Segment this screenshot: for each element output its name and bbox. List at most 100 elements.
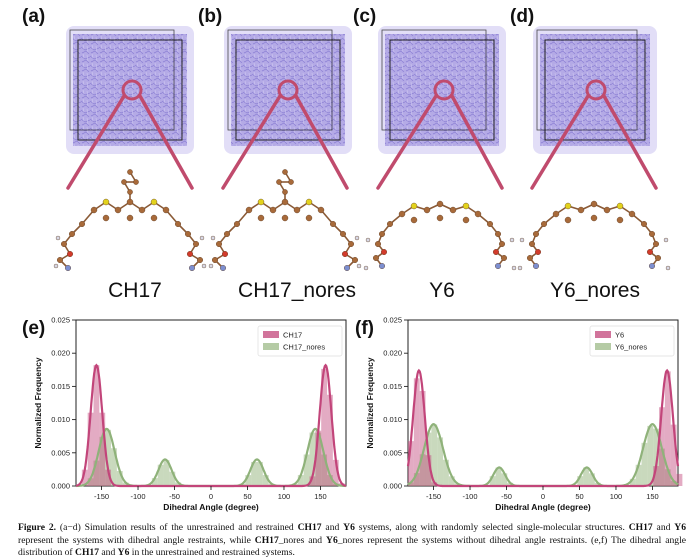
y-tick-label: 0.025 [383,316,402,325]
histogram-bar [495,467,502,486]
histogram-bar [87,478,94,486]
histogram-bar [489,476,496,486]
histogram-bar [245,475,252,486]
dihedral-chart-f: -150 -100 -50 0 50 100 150 0.000 0.005 0.010 0.015… [365,316,683,512]
histogram-CH17_nores [87,429,339,486]
histogram-bar [163,460,170,486]
x-tick-label: 100 [278,492,291,501]
figure-caption: Figure 2. (a−d) Simulation results of th… [18,522,687,558]
x-tick-label: -100 [463,492,478,501]
histogram-bar [111,448,117,486]
histogram-bar [122,482,129,486]
x-axis-label: Dihedral Angle (degree) [495,502,591,512]
histogram-bar [664,469,671,486]
panel-letter-a: (a) [22,6,46,27]
y-tick-label: 0.020 [51,349,70,358]
molecule-structure [208,169,362,272]
y-axis-label: Normalized Frequency [33,357,43,448]
histogram-bar [653,428,660,486]
histogram-bar [507,482,514,486]
chart-legend: Y6 Y6_nores [589,325,675,357]
legend-swatch [595,331,611,338]
histogram-bar [431,424,438,486]
histogram-bar [670,480,677,486]
simulation-box [376,26,506,190]
panel-letter-c: (c) [353,6,377,27]
histogram-bar [664,371,671,486]
histogram-bar [443,459,449,486]
legend-entry: Y6_nores [615,343,647,352]
histogram-bar [251,461,257,486]
histogram-bar [594,482,601,486]
histogram-bar [408,441,414,486]
x-axis-label: Dihedral Angle (degree) [163,502,259,512]
y-tick-label: 0.005 [51,448,70,457]
histogram-bar [151,478,158,486]
histogram-bar [583,467,589,486]
legend-swatch [263,343,279,350]
simulation-box [530,26,658,190]
axis-ticks: -150 -100 -50 0 50 100 150 0.000 0.005 0.010 0.015… [383,316,658,502]
histogram-bar [309,476,316,486]
histogram-bar [81,469,88,486]
legend-entry: CH17 [283,331,302,340]
molecule-structure [363,200,517,271]
histogram-bar [419,454,426,486]
legend-entry: Y6 [615,331,624,340]
molecule-structure [53,169,207,272]
histogram-bar [629,478,636,486]
system-label-y6-nores: Y6_nores [550,279,640,302]
y-tick-label: 0.025 [51,316,70,325]
histogram-bar [297,475,304,486]
simulation-boxes [53,26,671,272]
y-tick-label: 0.020 [383,349,402,358]
x-tick-label: 50 [575,492,583,501]
system-label-ch17-nores: CH17_nores [238,279,356,302]
histogram-bar [408,482,414,486]
legend-entry: CH17_nores [283,343,325,352]
histogram-bar [419,390,426,486]
histogram-bar [116,471,123,486]
histogram-bar [256,461,263,486]
x-tick-label: 0 [209,492,213,501]
x-tick-label: 50 [243,492,251,501]
panel-letter-d: (d) [510,6,535,27]
histogram-bar [635,464,642,486]
x-tick-label: 0 [541,492,545,501]
histogram-bar [327,394,333,486]
y-tick-label: 0.015 [51,382,70,391]
panel-letter-f: (f) [355,318,374,339]
histogram-bar [169,471,176,486]
y-tick-label: 0.000 [51,482,70,491]
molecule-structure [517,200,671,271]
histogram-bar [321,454,328,486]
histogram-bar [501,473,508,486]
y-axis-label: Normalized Frequency [365,357,375,448]
histogram-bar [647,425,654,486]
histogram-bar [413,378,420,486]
histogram-bar [262,475,269,486]
caption-label: Figure 2. [18,522,57,533]
chart-legend: CH17 CH17_nores [257,325,343,357]
histogram-bar [93,365,100,486]
histogram-CH17 [81,365,345,486]
legend-swatch [595,343,611,350]
y-tick-label: 0.010 [51,415,70,424]
x-tick-label: -50 [169,492,180,501]
y-tick-label: 0.005 [383,448,402,457]
histogram-bar [653,466,660,486]
histogram-bar [315,432,322,486]
histogram-bar [157,464,164,486]
histogram-bar [588,473,595,486]
histogram-bar [99,412,106,486]
histogram-bar [309,432,316,486]
x-tick-label: -50 [501,492,512,501]
histogram-bar [448,476,455,486]
histogram-bar [332,459,339,486]
histogram-bar [670,424,677,486]
histogram-bar [659,448,665,486]
simulation-box [221,26,352,190]
histogram-bar [315,430,322,486]
histogram-bar [413,473,420,486]
histogram-bar [437,437,444,486]
